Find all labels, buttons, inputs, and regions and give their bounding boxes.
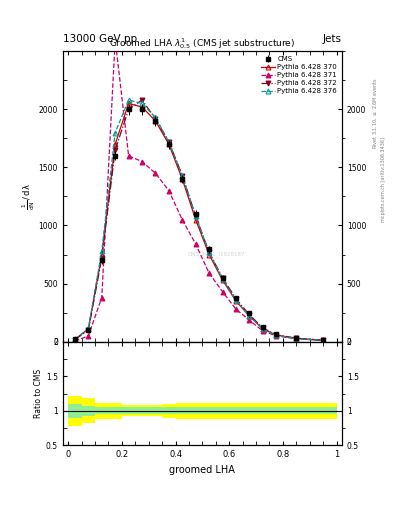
Pythia 6.428 372 (261, 325, 265, 331)
Pythia 6.428 371 (86, 333, 91, 339)
Pythia 6.428 371 (180, 217, 185, 223)
Pythia 6.428 376 (220, 276, 225, 282)
Pythia 6.428 370 (180, 176, 185, 182)
Pythia 6.428 371 (274, 333, 279, 339)
Pythia 6.428 372 (274, 332, 279, 338)
Pythia 6.428 371 (99, 294, 104, 301)
Pythia 6.428 371 (126, 153, 131, 159)
Pythia 6.428 370 (167, 141, 171, 147)
Pythia 6.428 370 (220, 277, 225, 283)
Pythia 6.428 370 (233, 298, 238, 304)
Pythia 6.428 372 (193, 213, 198, 219)
Text: 13000 GeV pp: 13000 GeV pp (63, 33, 137, 44)
Pythia 6.428 370 (207, 251, 211, 258)
Line: Pythia 6.428 370: Pythia 6.428 370 (73, 101, 325, 343)
Pythia 6.428 371 (220, 289, 225, 295)
Pythia 6.428 376 (99, 248, 104, 254)
Pythia 6.428 372 (140, 97, 144, 103)
Pythia 6.428 376 (321, 337, 325, 344)
Pythia 6.428 370 (73, 336, 77, 343)
Pythia 6.428 372 (126, 106, 131, 112)
Pythia 6.428 372 (113, 147, 118, 153)
Title: Groomed LHA $\lambda^{1}_{0.5}$ (CMS jet substructure): Groomed LHA $\lambda^{1}_{0.5}$ (CMS jet… (109, 36, 296, 51)
Text: Jets: Jets (323, 33, 342, 44)
Pythia 6.428 376 (140, 100, 144, 106)
Pythia 6.428 376 (233, 297, 238, 304)
Line: Pythia 6.428 376: Pythia 6.428 376 (73, 98, 325, 343)
Pythia 6.428 376 (73, 336, 77, 343)
Pythia 6.428 372 (233, 295, 238, 302)
Pythia 6.428 376 (294, 335, 299, 342)
Line: Pythia 6.428 371: Pythia 6.428 371 (73, 37, 325, 344)
Pythia 6.428 371 (113, 36, 118, 42)
Pythia 6.428 370 (126, 100, 131, 106)
Pythia 6.428 372 (247, 311, 252, 317)
Text: Rivet 3.1.10, $\geq$ 2.6M events: Rivet 3.1.10, $\geq$ 2.6M events (371, 77, 379, 148)
Pythia 6.428 371 (261, 328, 265, 334)
X-axis label: groomed LHA: groomed LHA (169, 465, 235, 475)
Pythia 6.428 372 (73, 336, 77, 343)
Pythia 6.428 376 (247, 313, 252, 319)
Pythia 6.428 371 (167, 187, 171, 194)
Pythia 6.428 370 (193, 217, 198, 223)
Legend: CMS, Pythia 6.428 370, Pythia 6.428 371, Pythia 6.428 372, Pythia 6.428 376: CMS, Pythia 6.428 370, Pythia 6.428 371,… (259, 55, 338, 96)
Y-axis label: Ratio to CMS: Ratio to CMS (34, 369, 43, 418)
Pythia 6.428 376 (274, 332, 279, 338)
Text: mcplots.cern.ch [arXiv:1306.3436]: mcplots.cern.ch [arXiv:1306.3436] (381, 137, 386, 222)
Text: CMS_2021_I1920187: CMS_2021_I1920187 (187, 252, 245, 258)
Pythia 6.428 370 (274, 332, 279, 338)
Pythia 6.428 372 (167, 139, 171, 145)
Pythia 6.428 376 (193, 213, 198, 219)
Pythia 6.428 372 (180, 173, 185, 179)
Pythia 6.428 372 (207, 249, 211, 255)
Pythia 6.428 370 (294, 335, 299, 342)
Pythia 6.428 376 (126, 97, 131, 103)
Pythia 6.428 371 (153, 170, 158, 176)
Pythia 6.428 376 (180, 173, 185, 179)
Pythia 6.428 370 (113, 141, 118, 147)
Pythia 6.428 370 (86, 326, 91, 332)
Pythia 6.428 376 (167, 139, 171, 145)
Pythia 6.428 376 (153, 114, 158, 120)
Pythia 6.428 372 (294, 335, 299, 342)
Pythia 6.428 370 (99, 251, 104, 258)
Pythia 6.428 372 (321, 337, 325, 343)
Pythia 6.428 376 (86, 325, 91, 331)
Y-axis label: $\mathregular{\frac{1}{dN}\,/\,d\lambda}$: $\mathregular{\frac{1}{dN}\,/\,d\lambda}… (21, 183, 37, 210)
Pythia 6.428 370 (153, 118, 158, 124)
Pythia 6.428 372 (153, 116, 158, 122)
Pythia 6.428 371 (233, 306, 238, 312)
Pythia 6.428 371 (321, 337, 325, 344)
Pythia 6.428 370 (321, 337, 325, 344)
Pythia 6.428 370 (247, 313, 252, 319)
Pythia 6.428 372 (220, 275, 225, 281)
Pythia 6.428 371 (247, 317, 252, 323)
Pythia 6.428 371 (294, 336, 299, 342)
Pythia 6.428 371 (73, 338, 77, 344)
Pythia 6.428 370 (140, 104, 144, 110)
Pythia 6.428 376 (207, 249, 211, 255)
Pythia 6.428 371 (207, 270, 211, 276)
Pythia 6.428 376 (261, 326, 265, 332)
Pythia 6.428 370 (261, 326, 265, 332)
Pythia 6.428 371 (140, 159, 144, 165)
Pythia 6.428 376 (113, 130, 118, 136)
Pythia 6.428 372 (99, 255, 104, 261)
Line: Pythia 6.428 372: Pythia 6.428 372 (73, 98, 325, 343)
Pythia 6.428 371 (193, 241, 198, 247)
Pythia 6.428 372 (86, 327, 91, 333)
